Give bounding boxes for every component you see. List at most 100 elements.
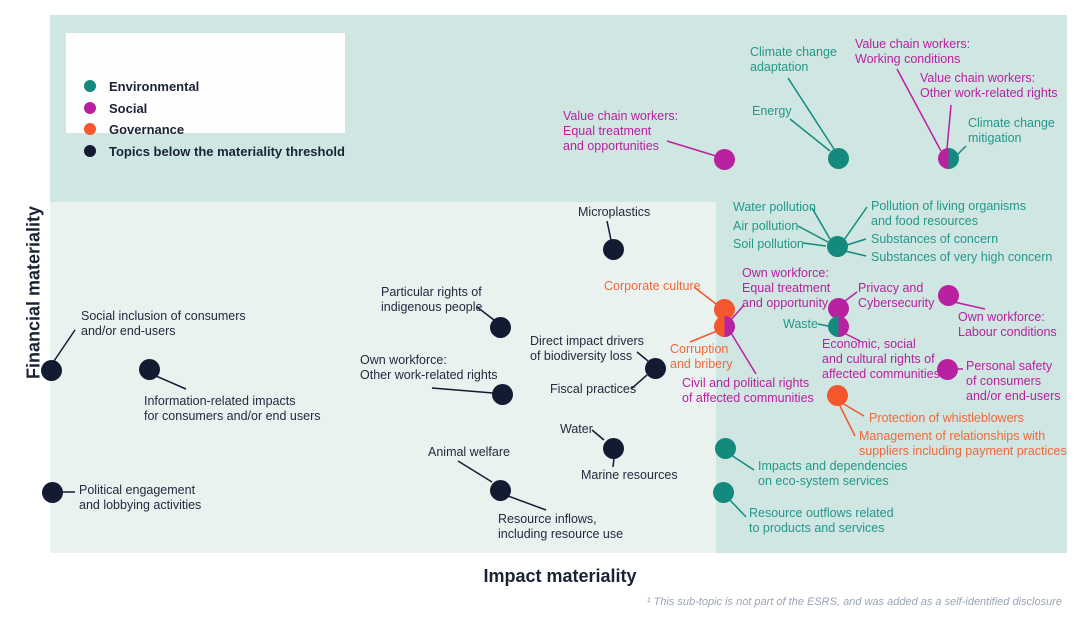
topic-label-line: to products and services [749,520,885,535]
topic-label-line: and food resources [871,213,979,228]
topic-label-line: Fiscal practices [550,382,637,396]
topic-label: Marine resources [581,468,678,483]
topic-label: Energy [752,104,792,119]
topic-label-line: Substances of concern [871,232,999,246]
leader-line [689,330,718,343]
legend-label: Environmental [109,78,200,94]
topic-dot-below_threshold [138,358,160,380]
topic-dot-governance [826,384,848,406]
topic-label-line: Labour conditions [958,324,1057,339]
topic-label-line: of affected communities [682,390,814,405]
leader-line [956,145,967,156]
leader-line [953,301,986,310]
leader-line [612,457,615,468]
topic-dot-below_threshold [40,359,62,381]
topic-label-line: and opportunities [563,138,659,153]
legend-label: Social [109,100,148,116]
topic-label: Substances of very high concern [871,250,1052,265]
topic-label-line: Working conditions [855,51,961,66]
topic-label-line: Political engagement [79,483,196,497]
topic-label-line: Air pollution [733,219,799,233]
topic-label-line: Privacy and [858,281,924,295]
leader-line [476,306,495,321]
topic-dot-environmental [826,235,848,257]
topic-label: Own workforce: Other work-related rights [360,353,498,383]
topic-label-line: for consumers and/or end users [144,408,321,423]
topic-label-line: Personal safety [966,359,1053,373]
topic-label: Direct impact drivers of biodiversity los… [530,334,644,364]
topic-label-line: Own workforce: [742,266,829,280]
topic-dot-environmental [714,437,736,459]
topic-label-line: including resource use [498,526,624,541]
legend-dot-governance [84,123,96,135]
topic-dot-governance [713,298,735,320]
topic-label-line: of consumers [966,373,1042,388]
leader-line [431,387,494,394]
topic-label: Particular rights of indigenous people [381,285,482,315]
topic-label-line: Equal treatment [563,123,652,138]
leader-line [797,225,829,243]
topic-label: Value chain workers: Equal treatment and o… [563,109,678,153]
topic-label: Water pollution [733,200,816,215]
topic-label: Political engagement and lobbying activit… [79,483,201,513]
topic-label: Personal safety of consumers and/or end-us… [966,359,1061,403]
leader-line [591,429,605,441]
topic-label: Information-related impacts for consumers… [144,394,320,424]
topic-label-line: and bribery [670,356,733,371]
topic-label: Climate change mitigation [968,116,1055,146]
topic-label: Privacy and Cybersecurity [858,281,934,311]
topic-label-line: Value chain workers: [855,37,971,51]
legend-item-below_threshold: Topics below the materiality threshold [84,143,345,159]
topic-dot-social [713,148,735,170]
topic-label: Own workforce: Labour conditions [958,310,1057,340]
topic-label-line: Particular rights of [381,285,482,299]
footnote: ¹ This sub-topic is not part of the ESRS… [646,596,1062,608]
topic-label: Corporate culture [604,279,701,294]
topic-dot-environmental-social [827,315,849,337]
topic-label-line: Microplastics [578,205,651,219]
leader-line [787,77,835,150]
topic-label-line: Information-related impacts [144,394,296,408]
topic-label-line: suppliers including payment practices [859,443,1067,458]
topic-label: Air pollution [733,219,798,234]
topic-label: Resource outflows related to products and… [749,506,894,536]
topic-label: Management of relationships with supplier… [859,429,1067,459]
topic-dot-social [936,358,958,380]
topic-label-line: mitigation [968,130,1022,145]
topic-label: Own workforce: Equal treatment and opportu… [742,266,830,310]
y-axis-label: Financial materiality [23,205,44,380]
topic-label-line: Water pollution [733,200,816,214]
topic-label: Pollution of living organisms and food re… [871,199,1026,229]
leader-line [811,207,831,240]
topic-label-line: Other work-related rights [920,85,1058,100]
topic-dot-governance-social [713,315,735,337]
topic-label-line: Equal treatment [742,280,831,295]
legend-item-governance: Governance [84,121,184,137]
topic-label: Water [560,422,593,437]
topic-label-line: Marine resources [581,468,678,482]
topic-label: Soil pollution [733,237,804,252]
topic-label-line: Other work-related rights [360,367,498,382]
topic-label-line: and cultural rights of [822,351,935,366]
topic-dot-below_threshold [489,316,511,338]
topic-label-line: Impacts and dependencies [758,459,908,473]
leader-line [155,375,187,390]
topic-label-line: Management of relationships with [859,429,1046,443]
topic-label-line: Animal welfare [428,445,510,459]
topic-label: Fiscal practices [550,382,636,397]
leader-line [817,323,829,327]
topic-label-line: Direct impact drivers [530,334,644,348]
topic-label: Impacts and dependencies on eco-system se… [758,459,907,489]
topic-label-line: Cybersecurity [858,295,935,310]
topic-label: Value chain workers: Working conditions [855,37,970,67]
legend-label: Topics below the materiality threshold [109,143,345,159]
legend-dot-environmental [84,80,96,92]
topic-label-line: Waste [783,317,818,331]
topic-label-line: Economic, social [822,337,916,351]
leader-line [53,329,76,362]
topic-label: Economic, social and cultural rights of af… [822,337,940,381]
topic-label-line: and lobbying activities [79,497,202,512]
topic-dot-below_threshold [489,479,511,501]
